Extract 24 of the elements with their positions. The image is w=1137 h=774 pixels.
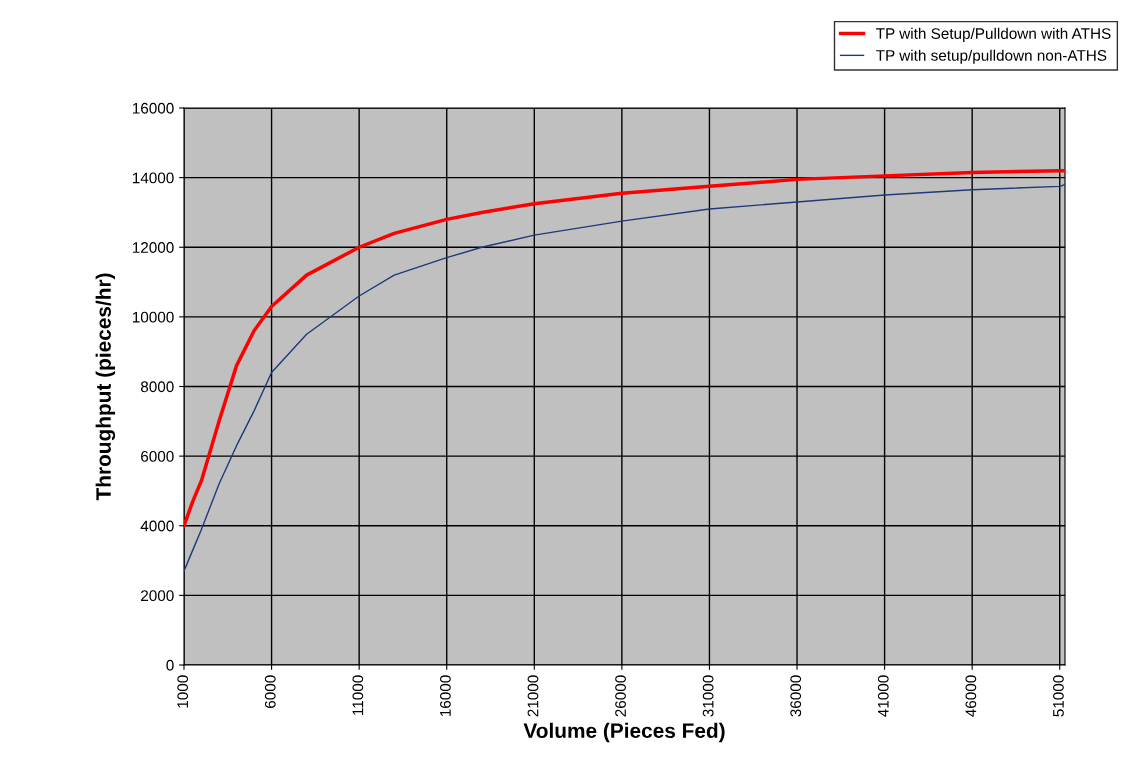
x-tick-label: 46000: [965, 675, 977, 717]
y-axis-title: Throughput (pieces/hr): [95, 273, 116, 501]
y-tick-label: 2000: [141, 590, 174, 602]
y-tick-label: 6000: [141, 450, 174, 462]
x-tick-label: 1000: [177, 675, 189, 708]
y-tick-label: 8000: [140, 381, 174, 393]
x-tick-label: 41000: [877, 675, 889, 717]
y-tick-label: 0: [166, 659, 174, 671]
y-tick-label: 4000: [140, 520, 174, 532]
x-tick-label: 21000: [527, 675, 539, 717]
y-tick-label: 14000: [132, 172, 174, 184]
x-axis-title: Volume (Pieces Fed): [523, 722, 725, 743]
y-tick-label: 10000: [132, 311, 174, 323]
legend-label: TP with setup/pulldown non-ATHS: [876, 49, 1107, 64]
x-tick-label: 36000: [790, 675, 802, 717]
legend-label: TP with Setup/Pulldown with ATHS: [876, 27, 1111, 42]
x-tick-label: 16000: [440, 675, 451, 717]
y-tick-label: 12000: [132, 242, 174, 253]
x-tick-label: 51000: [1053, 675, 1064, 717]
y-tick-label: 16000: [132, 102, 174, 114]
x-tick-label: 26000: [615, 675, 626, 717]
x-tick-label: 11000: [352, 675, 364, 715]
x-tick-label: 6000: [264, 675, 276, 708]
x-tick-label: 31000: [702, 675, 714, 717]
